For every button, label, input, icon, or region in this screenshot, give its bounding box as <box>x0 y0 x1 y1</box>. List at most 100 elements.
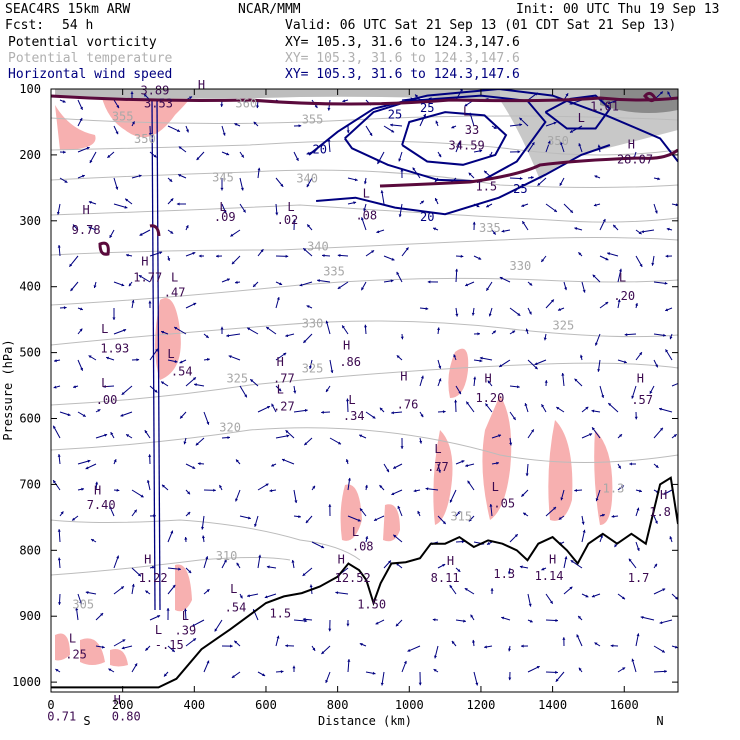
wind-vector-head <box>64 180 68 183</box>
wind-vector-head <box>170 230 174 234</box>
wind-vector-head <box>608 101 611 105</box>
wind-vector-head <box>220 104 224 107</box>
wind-vector-head <box>110 432 114 436</box>
wind-vector-head <box>435 120 439 124</box>
wind-vector-head <box>476 204 480 208</box>
wind-vector-head <box>292 665 296 669</box>
xy-range-pv: XY= 105.3, 31.6 to 124.3,147.6 <box>285 35 520 50</box>
wind-vector-head <box>400 168 404 172</box>
wind-vector-head <box>116 555 120 559</box>
wind-vector-head <box>673 434 677 438</box>
wind-vector-head <box>159 251 163 255</box>
forecast-hours: 54 h <box>62 18 94 33</box>
pv-extremum-label: L <box>492 480 499 494</box>
pv-extremum-label: H <box>338 552 345 566</box>
pv-extremum-label: .77 <box>427 460 449 474</box>
wind-vector-head <box>214 628 218 632</box>
pv-extremum-label: L <box>69 632 76 646</box>
wind-vector-head <box>183 608 187 612</box>
wind-vector-head <box>460 89 463 92</box>
wind-vector-head <box>363 208 367 212</box>
xy-range-wind: XY= 105.3, 31.6 to 124.3,147.6 <box>285 67 520 82</box>
wind-vector-head <box>321 545 325 549</box>
theta-contour-label: 350 <box>547 134 569 148</box>
wind-vector-head <box>605 257 609 261</box>
wind-vector-head <box>379 485 383 488</box>
wind-vector-head <box>617 299 621 303</box>
theta-contour-label: 360 <box>235 96 257 110</box>
wind-vector-head <box>591 409 595 413</box>
wind-vector-head <box>550 600 553 604</box>
pv-fill-region <box>55 105 96 150</box>
wind-vector-head <box>186 129 189 133</box>
wind-vector-head <box>88 200 92 204</box>
wind-vector-head <box>359 434 363 438</box>
wind-vector-head <box>317 279 320 283</box>
x-tick-label: 1600 <box>610 698 639 712</box>
wind-vector-head <box>434 198 438 201</box>
theta-contour-label: 325 <box>553 319 575 333</box>
pv-extremum-label: H <box>484 371 491 385</box>
wind-vector-head <box>528 311 532 315</box>
wind-vector-head <box>570 560 574 563</box>
wind-vector-head <box>427 280 431 284</box>
wind-vector-head <box>547 140 551 144</box>
wind-vector-head <box>597 369 601 372</box>
wind-vector-head <box>226 152 230 156</box>
wind-vector-head <box>485 403 489 407</box>
wind-vector-head <box>236 459 239 463</box>
wind-vector-head <box>80 307 83 311</box>
pv-extremum-label: 3.89 <box>140 83 169 97</box>
pv-extremum-label: 1.22 <box>139 571 168 585</box>
pv-extremum-label: L <box>277 382 284 396</box>
y-tick-label: 300 <box>19 214 41 228</box>
wind-vector-head <box>618 465 621 469</box>
wind-speed-contour <box>316 144 611 216</box>
wind-vector-head <box>126 434 130 438</box>
pv-fill-region <box>448 348 469 398</box>
y-tick-label: 800 <box>19 543 41 557</box>
pv-extremum-label: H <box>82 203 89 217</box>
wind-vector-head <box>292 219 296 223</box>
pv-extremum-label: -.15 <box>155 638 184 652</box>
pv-extremum-label: L <box>182 609 189 623</box>
field-wind-speed: Horizontal wind speed <box>8 67 173 82</box>
pv-extremum-label: 3.53 <box>144 96 173 110</box>
wind-vector-head <box>530 176 534 180</box>
wind-vector-head <box>148 300 152 304</box>
pv-extremum-label: H <box>144 552 151 566</box>
wind-vector-head <box>80 106 83 110</box>
wind-vector-head <box>195 442 199 446</box>
wind-vector-head <box>196 157 200 160</box>
wind-vector-head <box>600 535 603 538</box>
x-tick-label: 400 <box>183 698 205 712</box>
wind-vector-head <box>601 395 605 398</box>
wind-vector-head <box>654 520 658 524</box>
wind-vector-head <box>629 462 632 466</box>
wind-vector-head <box>309 584 313 588</box>
wind-vector-head <box>498 434 501 438</box>
wind-vector-head <box>400 446 404 449</box>
wind-vector-head <box>192 623 195 627</box>
wind-vector-head <box>73 224 76 228</box>
wind-vector-head <box>87 459 91 463</box>
wind-vector-head <box>537 182 541 186</box>
wind-vector-head <box>425 487 429 491</box>
wind-vector-head <box>75 607 79 611</box>
wind-vector-head <box>654 563 657 567</box>
wind-vector-head <box>58 602 62 605</box>
wind-vector-head <box>418 682 422 686</box>
wind-vector-head <box>53 385 57 389</box>
pv-extremum-label: 33 <box>465 123 479 137</box>
wind-vector-head <box>192 252 196 255</box>
pv-contour-line <box>643 91 657 103</box>
wind-vector-head <box>226 334 230 338</box>
pv-extremum-label: 1.5 <box>269 607 291 621</box>
wind-vector-head <box>595 342 598 346</box>
pv-extremum-label: H <box>277 355 284 369</box>
wind-vector-head <box>622 667 626 671</box>
wind-vector-head <box>512 417 516 420</box>
wind-vector-head <box>593 203 597 207</box>
pv-fill-region <box>155 298 181 380</box>
pv-extremum-label: L <box>619 270 626 284</box>
